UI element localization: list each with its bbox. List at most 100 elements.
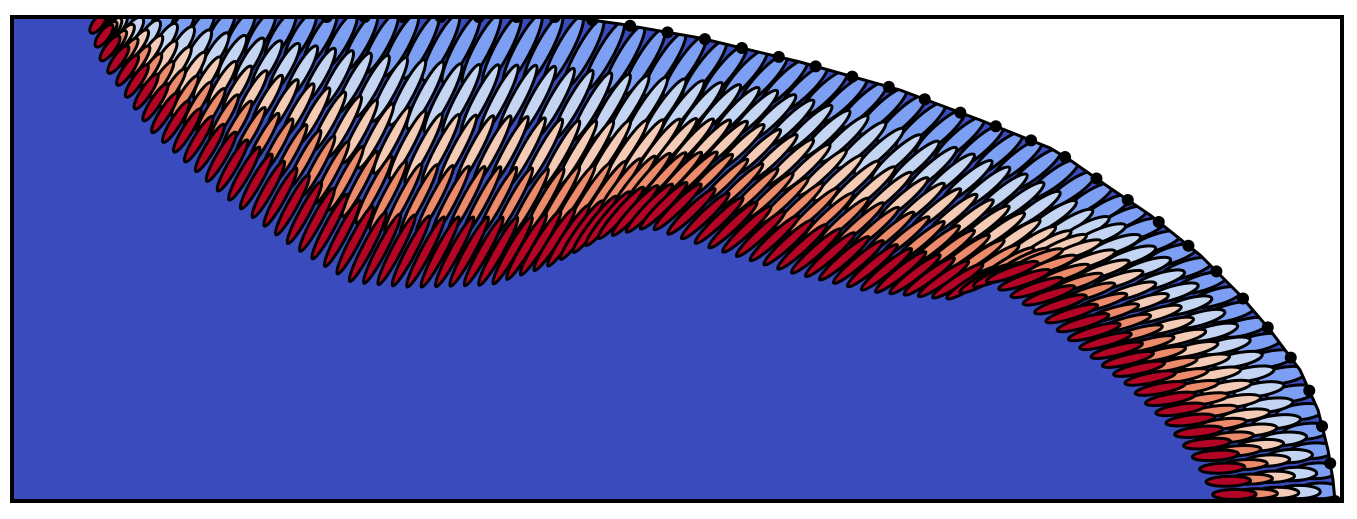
petal bbox=[1044, 302, 1100, 325]
petal bbox=[390, 214, 432, 288]
boundary-dot bbox=[735, 42, 748, 55]
petal bbox=[376, 213, 417, 287]
petal bbox=[448, 215, 491, 288]
petal bbox=[285, 180, 324, 246]
petal bbox=[803, 231, 857, 279]
petal bbox=[1089, 340, 1144, 361]
petal bbox=[340, 149, 380, 219]
petal bbox=[1112, 359, 1167, 378]
boundary-dot bbox=[1237, 292, 1250, 305]
petal bbox=[1173, 424, 1225, 439]
contour-band-5 bbox=[88, 17, 1258, 501]
petal bbox=[1078, 330, 1133, 352]
petal bbox=[845, 242, 899, 289]
petal bbox=[734, 209, 787, 259]
petal bbox=[984, 259, 1040, 285]
plot-area bbox=[12, 17, 1342, 501]
petal bbox=[405, 60, 446, 131]
boundary-dot bbox=[1121, 194, 1134, 207]
petal bbox=[347, 210, 388, 284]
petal bbox=[1123, 369, 1178, 387]
petal bbox=[387, 58, 428, 127]
petal bbox=[182, 114, 215, 164]
petal bbox=[1100, 350, 1156, 369]
boundary-dot bbox=[1059, 151, 1072, 164]
boundary-dot bbox=[918, 93, 931, 106]
petal bbox=[310, 192, 349, 261]
petal bbox=[1154, 401, 1207, 418]
petal bbox=[1055, 312, 1111, 334]
petal bbox=[831, 239, 885, 285]
petal bbox=[1204, 474, 1253, 488]
petal bbox=[1133, 379, 1188, 397]
petal bbox=[161, 99, 192, 144]
petal bbox=[666, 186, 717, 236]
boundary-dot bbox=[698, 33, 711, 46]
petal bbox=[98, 34, 122, 63]
boundary-dot bbox=[1182, 239, 1195, 252]
petal bbox=[150, 91, 180, 135]
petal bbox=[115, 53, 141, 87]
boundary-dot bbox=[1284, 351, 1297, 364]
petal bbox=[852, 126, 906, 176]
petal bbox=[1164, 412, 1217, 428]
petal bbox=[322, 198, 362, 268]
boundary-dot bbox=[1025, 134, 1038, 147]
boundary-dot bbox=[586, 17, 599, 27]
petal bbox=[693, 196, 745, 245]
petal bbox=[405, 215, 447, 289]
petal bbox=[652, 182, 703, 232]
petal bbox=[721, 204, 773, 254]
petal bbox=[387, 109, 428, 181]
petal bbox=[354, 154, 394, 225]
petal bbox=[250, 159, 287, 219]
boundary-dot bbox=[809, 60, 822, 73]
petal bbox=[361, 212, 403, 285]
petal bbox=[335, 204, 375, 276]
boundary-dot bbox=[1303, 384, 1316, 397]
petal bbox=[215, 138, 250, 193]
petal bbox=[123, 63, 150, 99]
petal bbox=[1009, 276, 1065, 300]
boundary-dot bbox=[624, 19, 637, 32]
boundary-dot bbox=[661, 26, 674, 39]
petal bbox=[419, 215, 461, 289]
petal bbox=[420, 17, 462, 82]
boundary-dot bbox=[1316, 420, 1329, 433]
petal bbox=[1144, 390, 1198, 407]
petal bbox=[356, 102, 396, 170]
petal bbox=[1033, 293, 1088, 316]
petal bbox=[227, 145, 262, 202]
boundary-dot bbox=[954, 106, 967, 119]
boundary-dot bbox=[846, 70, 859, 83]
petal bbox=[372, 105, 412, 175]
plot-frame bbox=[10, 15, 1344, 503]
boundary-dot bbox=[1152, 216, 1165, 229]
petal bbox=[462, 215, 505, 288]
petal bbox=[748, 213, 801, 263]
petal bbox=[262, 166, 299, 228]
petal bbox=[141, 82, 170, 123]
petal bbox=[707, 200, 759, 250]
petal bbox=[297, 186, 336, 253]
boundary-dot bbox=[1090, 172, 1103, 185]
petal bbox=[1211, 487, 1258, 501]
petal bbox=[106, 44, 131, 75]
petal bbox=[132, 72, 160, 111]
petal bbox=[762, 218, 815, 267]
petal bbox=[1198, 461, 1247, 475]
petal bbox=[171, 107, 203, 154]
boundary-dot bbox=[1324, 457, 1337, 470]
boundary-dot bbox=[772, 50, 785, 63]
petal bbox=[997, 267, 1052, 292]
petal bbox=[93, 23, 115, 49]
petal bbox=[273, 173, 311, 237]
petal bbox=[477, 215, 520, 287]
petal bbox=[193, 122, 227, 174]
petal bbox=[679, 191, 731, 241]
boundary-dot bbox=[1210, 265, 1223, 278]
petal bbox=[1190, 448, 1240, 463]
petal bbox=[1066, 321, 1122, 343]
boundary-dot bbox=[989, 120, 1002, 133]
